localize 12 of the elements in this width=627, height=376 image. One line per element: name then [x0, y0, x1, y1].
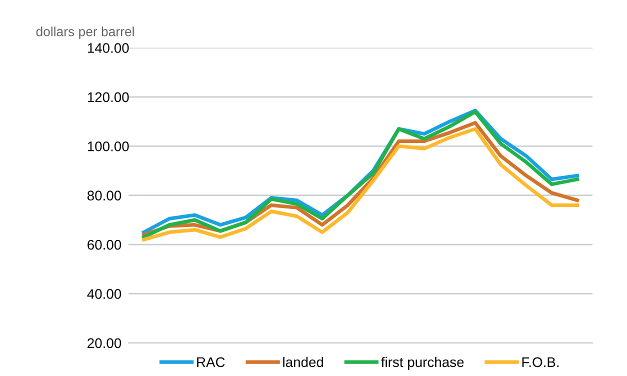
legend-label: RAC [197, 357, 225, 368]
legend-label: landed [283, 356, 324, 368]
y-tick-label: 100.00 [88, 141, 129, 152]
y-tick-label: 140.00 [88, 43, 129, 53]
y-tick-label: 20.00 [88, 338, 122, 348]
y-axis-title: dollars per barrel [36, 26, 134, 39]
y-tick-label: 60.00 [88, 240, 122, 250]
y-tick-label: 80.00 [87, 190, 122, 200]
legend-label: first purchase [381, 356, 464, 370]
y-tick-label: 120.00 [88, 92, 129, 102]
y-tick-label: 40.00 [87, 289, 122, 299]
legend-label: F.O.B. [522, 357, 559, 368]
